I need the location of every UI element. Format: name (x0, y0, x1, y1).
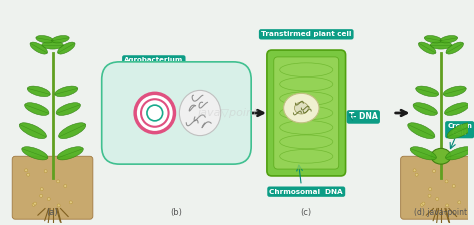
Ellipse shape (22, 147, 48, 160)
Circle shape (25, 169, 27, 172)
Ellipse shape (413, 103, 438, 115)
Circle shape (420, 203, 423, 206)
Ellipse shape (108, 71, 245, 155)
Circle shape (415, 173, 418, 176)
FancyBboxPatch shape (267, 50, 346, 176)
Ellipse shape (179, 90, 221, 136)
Text: T- DNA: T- DNA (155, 143, 182, 149)
Text: (b): (b) (171, 208, 182, 217)
Ellipse shape (431, 148, 451, 164)
Text: (d) java▿point: (d) java▿point (414, 208, 467, 217)
Circle shape (34, 202, 36, 205)
Ellipse shape (25, 103, 49, 115)
Circle shape (47, 198, 50, 200)
FancyBboxPatch shape (102, 62, 251, 164)
Ellipse shape (19, 123, 46, 139)
Ellipse shape (410, 147, 436, 160)
Circle shape (27, 173, 30, 176)
Circle shape (445, 180, 448, 183)
FancyBboxPatch shape (274, 57, 339, 169)
Ellipse shape (447, 123, 474, 139)
Text: (c): (c) (301, 208, 312, 217)
FancyBboxPatch shape (12, 156, 93, 219)
Circle shape (428, 188, 432, 191)
Circle shape (64, 184, 67, 187)
Circle shape (44, 170, 47, 173)
Text: Chromosome: Chromosome (191, 153, 245, 159)
Circle shape (135, 93, 174, 133)
Circle shape (422, 202, 425, 205)
Text: Chrmosomal  DNA: Chrmosomal DNA (269, 189, 343, 195)
Ellipse shape (443, 86, 466, 97)
Circle shape (40, 194, 43, 197)
Text: (a): (a) (47, 208, 58, 217)
Ellipse shape (115, 75, 238, 151)
Ellipse shape (430, 41, 452, 49)
Ellipse shape (36, 36, 54, 43)
Ellipse shape (57, 42, 75, 54)
Ellipse shape (446, 147, 472, 160)
Circle shape (458, 201, 461, 204)
Ellipse shape (59, 123, 86, 139)
Text: java▽point: java▽point (197, 108, 258, 118)
Circle shape (433, 170, 436, 173)
Circle shape (413, 169, 416, 172)
Ellipse shape (283, 93, 319, 123)
Ellipse shape (424, 36, 442, 43)
Circle shape (452, 184, 455, 187)
Ellipse shape (445, 103, 469, 115)
Ellipse shape (440, 36, 457, 43)
Text: Ti plasmid: Ti plasmid (106, 73, 148, 79)
Text: T- DNA: T- DNA (349, 112, 378, 122)
Circle shape (446, 204, 448, 207)
Circle shape (56, 180, 60, 183)
Text: Agrobacterium
tumetaciens: Agrobacterium tumetaciens (124, 57, 183, 70)
Circle shape (40, 188, 43, 191)
Ellipse shape (416, 86, 438, 97)
Ellipse shape (446, 42, 464, 54)
Ellipse shape (57, 147, 83, 160)
Ellipse shape (408, 123, 435, 139)
Ellipse shape (419, 42, 436, 54)
Ellipse shape (55, 86, 78, 97)
Circle shape (57, 204, 60, 207)
Circle shape (32, 203, 35, 206)
Circle shape (436, 198, 439, 200)
Text: Crown
Gall: Crown Gall (447, 123, 472, 136)
Ellipse shape (56, 103, 81, 115)
Circle shape (69, 201, 73, 204)
Ellipse shape (111, 73, 241, 153)
Ellipse shape (42, 41, 64, 49)
Ellipse shape (27, 86, 50, 97)
Circle shape (428, 194, 431, 197)
FancyBboxPatch shape (401, 156, 474, 219)
Text: Transtirmed plant cell: Transtirmed plant cell (261, 31, 351, 37)
Ellipse shape (294, 102, 308, 114)
Ellipse shape (52, 36, 69, 43)
Ellipse shape (30, 42, 47, 54)
